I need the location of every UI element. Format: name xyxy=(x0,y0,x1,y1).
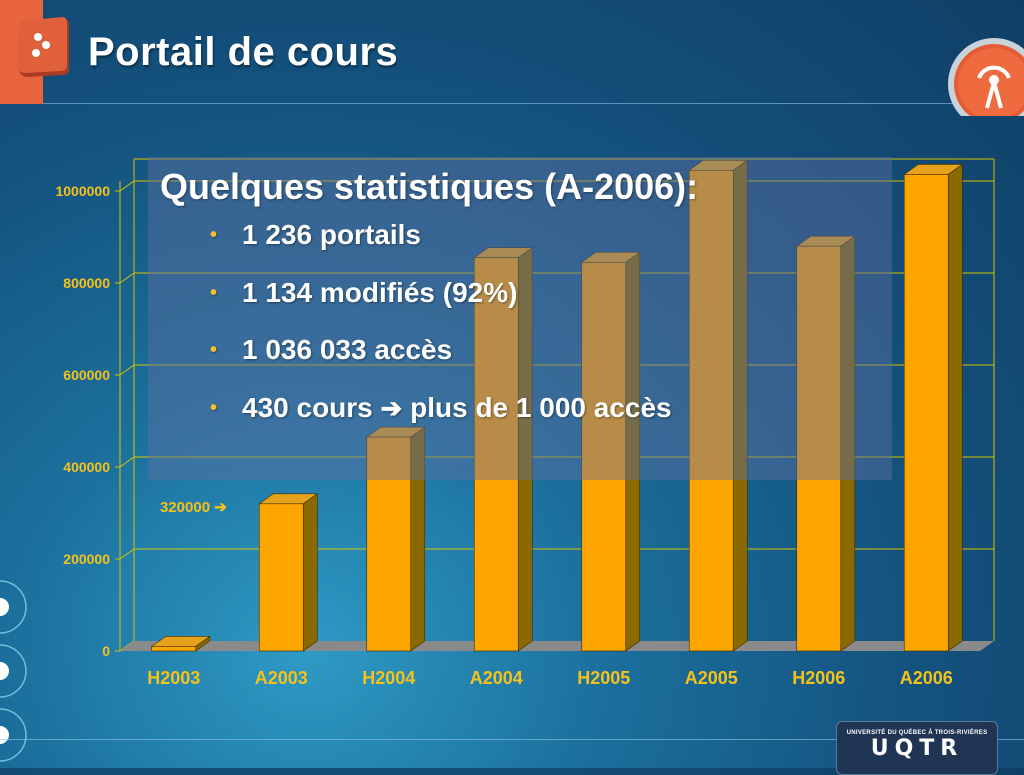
x-tick-label: A2004 xyxy=(470,668,523,688)
stats-item-text: 1 134 modifiés (92%) xyxy=(242,276,518,308)
x-tick-label: A2005 xyxy=(685,668,738,688)
stats-item-text: 430 cours xyxy=(242,391,373,423)
bookmark-logo-icon xyxy=(17,17,69,77)
gridline-depth xyxy=(119,180,135,192)
x-tick-label: A2003 xyxy=(255,668,308,688)
stats-item: • 430 cours ➔ plus de 1 000 accès xyxy=(210,387,698,445)
bar xyxy=(151,646,197,652)
stats-list: • 1 236 portails • 1 134 modifiés (92%) • 1… xyxy=(210,214,698,444)
x-tick-label: H2006 xyxy=(792,668,845,688)
y-tick-label: 200000 xyxy=(63,551,110,567)
bar-side xyxy=(947,163,963,652)
uqtr-logo-big: UQTR xyxy=(870,736,964,761)
x-tick-label: H2005 xyxy=(577,668,630,688)
gridline-depth xyxy=(119,272,135,284)
stats-item-text: 1 236 portails xyxy=(242,219,421,250)
y-tick-label: 1000000 xyxy=(55,183,110,199)
bar xyxy=(688,170,734,652)
header-divider xyxy=(43,103,1024,104)
bullet-icon: • xyxy=(210,396,218,419)
bullet-icon: • xyxy=(210,224,218,246)
stats-item: • 1 236 portails xyxy=(210,214,698,272)
annotation-label: 320000 ➔ xyxy=(160,498,227,516)
stats-item: • 1 036 033 accès xyxy=(210,329,698,387)
annotation-value: 320000 xyxy=(160,499,211,516)
stats-title: Quelques statistiques (A-2006): xyxy=(160,166,699,207)
bar xyxy=(258,503,304,652)
stats-panel xyxy=(148,157,892,480)
uqtr-logo: UNIVERSITÉ DU QUÉBEC À TROIS-RIVIÈRES UQ… xyxy=(836,721,998,775)
y-tick-label: 400000 xyxy=(63,459,110,475)
stats-item-text: 1 036 033 accès xyxy=(242,334,453,365)
bar xyxy=(366,436,412,652)
chart-floor xyxy=(120,641,994,651)
x-tick-label: H2003 xyxy=(147,668,200,688)
x-tick-label: A2006 xyxy=(900,668,953,688)
y-tick-label: 800000 xyxy=(63,275,110,291)
stats-item-text: plus de 1 000 accès xyxy=(410,391,672,423)
bar xyxy=(903,174,949,652)
stats-item: • 1 134 modifiés (92%) xyxy=(210,272,698,330)
bullet-icon: • xyxy=(210,339,218,361)
broadcast-tower-icon xyxy=(948,38,1024,116)
gridline-depth xyxy=(119,456,135,468)
uqtr-logo-small: UNIVERSITÉ DU QUÉBEC À TROIS-RIVIÈRES xyxy=(846,730,988,736)
footer-divider xyxy=(0,739,1024,740)
y-tick-label: 600000 xyxy=(63,367,110,383)
bullet-icon: • xyxy=(210,281,218,304)
y-tick-label: 0 xyxy=(102,643,110,659)
bar xyxy=(473,257,519,652)
arrow-right-icon: ➔ xyxy=(214,499,227,516)
bar xyxy=(796,245,842,652)
stats-box: Quelques statistiques (A-2006): • 1 236 p… xyxy=(160,166,698,444)
bar-side xyxy=(302,493,318,652)
page-title: Portail de cours xyxy=(88,30,399,74)
x-tick-label: H2004 xyxy=(362,668,415,688)
arrow-right-icon: ➔ xyxy=(380,392,403,423)
gridline-depth xyxy=(119,548,135,560)
gridline-depth xyxy=(119,364,135,376)
bar xyxy=(581,261,627,652)
